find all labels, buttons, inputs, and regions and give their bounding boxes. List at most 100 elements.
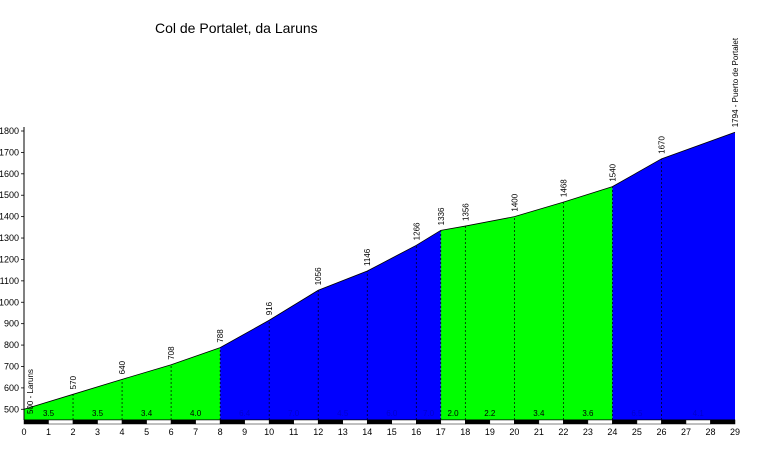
gradient-label-6: 4.5 <box>337 409 349 418</box>
km-bar-14 <box>366 419 393 425</box>
gradient-label-3: 4.0 <box>190 409 202 418</box>
altitude-label-15: 1794 - Puerto de Portalet <box>731 37 740 127</box>
y-tick-label: 600 <box>4 383 19 393</box>
altitude-label-5: 916 <box>265 301 274 315</box>
x-tick-label: 24 <box>607 427 617 437</box>
y-tick-label: 800 <box>4 340 19 350</box>
x-tick-label: 23 <box>583 427 593 437</box>
x-tick-label: 16 <box>411 427 421 437</box>
km-bar-7 <box>195 419 221 425</box>
km-bar-15 <box>391 419 417 425</box>
y-tick-label: 1600 <box>0 169 19 179</box>
km-bar-11 <box>293 419 319 425</box>
altitude-label-12: 1468 <box>559 179 568 197</box>
gradient-label-4: 6.4 <box>239 409 251 418</box>
y-tick-label: 1100 <box>0 276 19 286</box>
gradient-label-8: 7.0 <box>423 409 435 418</box>
altitude-label-3: 708 <box>167 346 176 360</box>
gradient-label-2: 3.4 <box>141 409 153 418</box>
gradient-label-5: 7.0 <box>288 409 300 418</box>
x-tick-label: 1 <box>46 427 51 437</box>
altitude-label-7: 1146 <box>363 248 372 266</box>
y-tick-label: 1400 <box>0 212 19 222</box>
x-tick-label: 5 <box>144 427 149 437</box>
x-tick-label: 27 <box>681 427 691 437</box>
x-tick-label: 0 <box>21 427 26 437</box>
x-tick-label: 20 <box>509 427 519 437</box>
x-tick-label: 15 <box>387 427 397 437</box>
x-tick-label: 9 <box>242 427 247 437</box>
profile-segment-1 <box>220 230 441 420</box>
gradient-label-10: 2.2 <box>484 409 496 418</box>
y-tick-label: 500 <box>4 404 19 414</box>
gradient-label-13: 6.5 <box>631 409 643 418</box>
x-tick-label: 22 <box>558 427 568 437</box>
gradient-label-11: 3.4 <box>533 409 545 418</box>
x-tick-label: 13 <box>338 427 348 437</box>
gradient-label-1: 3.5 <box>92 409 104 418</box>
altitude-label-10: 1356 <box>461 203 470 221</box>
km-bar-19 <box>489 419 515 425</box>
km-bar-18 <box>465 419 491 425</box>
km-bar-3 <box>97 419 123 425</box>
altitude-label-6: 1056 <box>314 267 323 285</box>
altitude-label-11: 1400 <box>510 193 519 211</box>
y-tick-label: 900 <box>4 319 19 329</box>
km-bar-0 <box>23 419 49 425</box>
km-bar-9 <box>244 419 270 425</box>
x-tick-label: 4 <box>120 427 125 437</box>
gradient-label-12: 3.6 <box>582 409 594 418</box>
x-tick-label: 29 <box>730 427 740 437</box>
km-bar-8 <box>219 419 245 425</box>
y-tick-label: 1800 <box>0 126 19 136</box>
y-tick-label: 1500 <box>0 190 19 200</box>
x-tick-label: 26 <box>656 427 666 437</box>
x-tick-label: 25 <box>632 427 642 437</box>
gradient-label-7: 6.0 <box>386 409 398 418</box>
altitude-label-9: 1336 <box>437 207 446 225</box>
x-tick-label: 28 <box>705 427 715 437</box>
x-tick-label: 12 <box>313 427 323 437</box>
x-tick-label: 14 <box>362 427 372 437</box>
km-bar-5 <box>146 419 172 425</box>
x-tick-label: 18 <box>460 427 470 437</box>
km-bar-20 <box>514 419 540 425</box>
altitude-label-start: 500 - Laruns <box>26 369 35 414</box>
y-tick-label: 1700 <box>0 147 19 157</box>
x-tick-label: 21 <box>534 427 544 437</box>
km-bar-25 <box>636 419 662 425</box>
km-bar-21 <box>538 419 564 425</box>
km-bar-10 <box>268 419 294 425</box>
x-tick-label: 3 <box>95 427 100 437</box>
y-tick-label: 700 <box>4 361 19 371</box>
km-bar-1 <box>48 419 74 425</box>
km-bar-28 <box>710 419 736 425</box>
x-tick-label: 2 <box>71 427 76 437</box>
x-tick-label: 10 <box>264 427 274 437</box>
x-tick-label: 6 <box>169 427 174 437</box>
profile-segment-3 <box>612 132 735 421</box>
y-tick-label: 1000 <box>0 297 19 307</box>
altitude-label-13: 1540 <box>608 163 617 181</box>
km-bar-26 <box>661 419 687 425</box>
chart-title: Col de Portalet, da Laruns <box>155 20 318 36</box>
altitude-label-4: 788 <box>216 329 225 343</box>
km-bar-6 <box>170 419 196 425</box>
profile-segment-2 <box>440 186 613 420</box>
x-tick-label: 7 <box>193 427 198 437</box>
altitude-label-2: 640 <box>118 360 127 374</box>
km-bar-17 <box>440 419 466 425</box>
km-bar-12 <box>317 419 343 425</box>
altitude-label-14: 1670 <box>657 135 666 153</box>
gradient-label-14: 4.1 <box>693 409 705 418</box>
km-bar-16 <box>416 419 442 425</box>
altitude-label-8: 1266 <box>412 222 421 240</box>
km-bar-27 <box>685 419 711 425</box>
km-bar-4 <box>121 419 147 425</box>
profile-line <box>23 131 736 410</box>
km-bar-23 <box>587 419 613 425</box>
x-tick-label: 8 <box>218 427 223 437</box>
altitude-label-1: 570 <box>69 375 78 389</box>
km-bar-2 <box>72 419 98 425</box>
